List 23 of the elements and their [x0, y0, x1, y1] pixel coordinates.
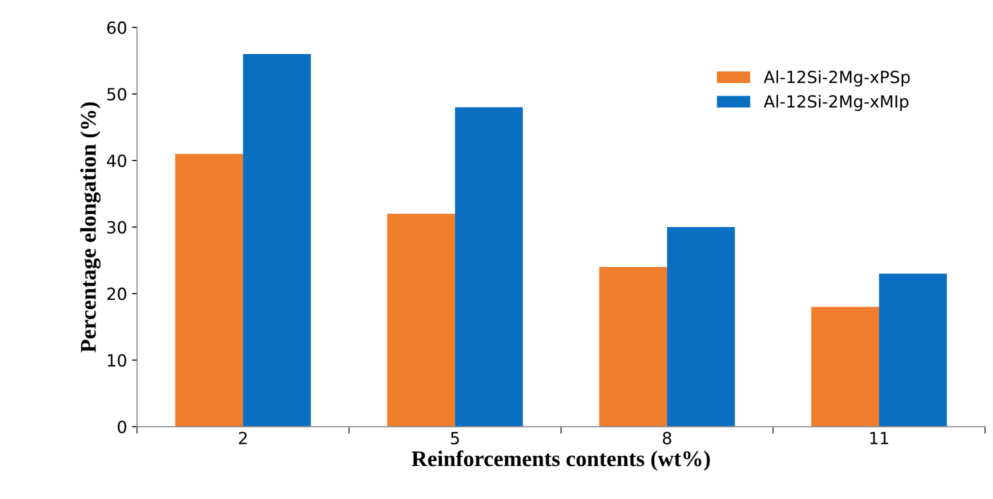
x-axis-title: Reinforcements contents (wt%) [412, 450, 710, 471]
y-tick-label: 60 [107, 21, 126, 34]
y-tick-label: 0 [118, 420, 126, 434]
x-tick-label: 8 [662, 432, 672, 444]
bar [455, 107, 523, 427]
bar [243, 54, 311, 427]
bar [667, 227, 735, 427]
y-tick-label: 50 [107, 88, 126, 101]
bar [175, 154, 244, 427]
x-tick-label: 2 [238, 432, 247, 444]
legend-label: Al-12Si-2Mg-xPSp [764, 70, 910, 87]
x-tick-label: 5 [451, 432, 459, 444]
y-tick-label: 30 [107, 221, 126, 234]
x-tick-label: 11 [870, 432, 888, 444]
y-tick-label: 20 [107, 288, 126, 300]
y-tick-label: 40 [106, 154, 126, 168]
legend-label: Al-12Si-2Mg-xMIp [764, 94, 908, 111]
bar [879, 274, 947, 427]
bar [599, 266, 668, 427]
y-tick-label: 10 [108, 354, 126, 367]
bar [811, 306, 880, 427]
y-axis-title: Percentage elongation (%) [80, 102, 101, 352]
bar [387, 214, 456, 427]
